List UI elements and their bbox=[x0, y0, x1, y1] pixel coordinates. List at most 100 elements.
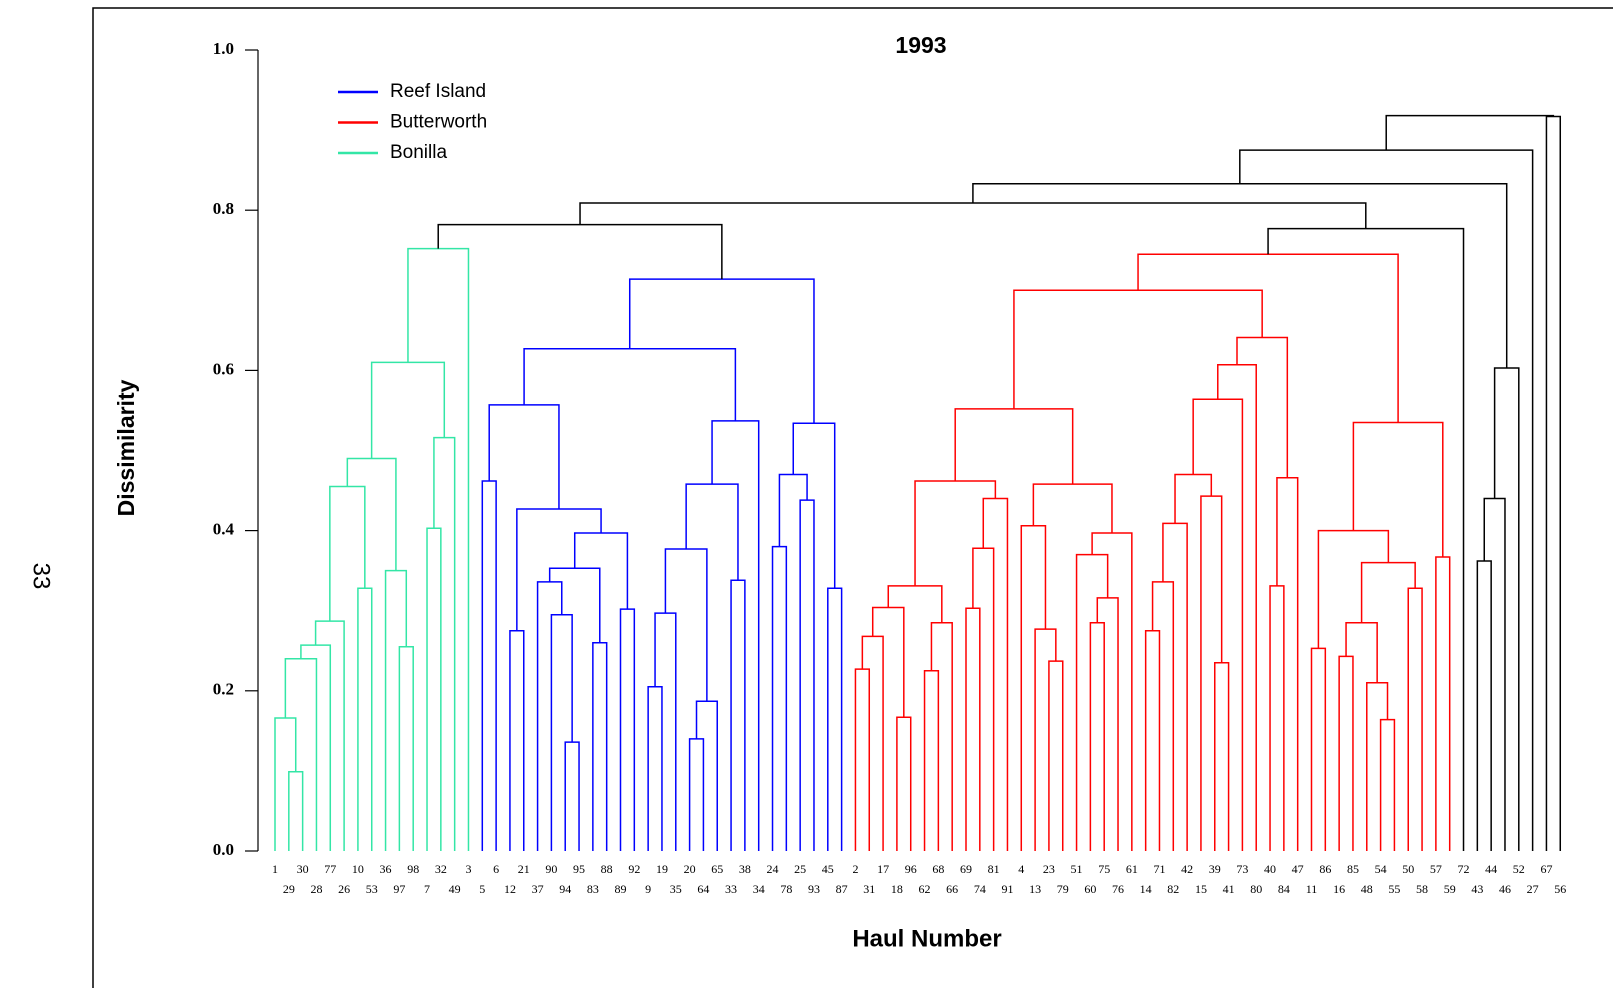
leaf-label: 56 bbox=[1554, 882, 1566, 896]
leaf-label: 64 bbox=[697, 882, 709, 896]
leaf-label: 23 bbox=[1043, 862, 1055, 876]
dendrogram-link bbox=[1089, 621, 1105, 851]
leaf-label: 66 bbox=[946, 882, 958, 896]
dendrogram-link bbox=[628, 278, 815, 424]
dendrogram-link bbox=[1048, 660, 1064, 851]
leaf-label: 45 bbox=[822, 862, 834, 876]
dendrogram-link bbox=[1385, 114, 1555, 151]
dendrogram-link bbox=[1236, 336, 1289, 478]
dendrogram-link bbox=[1214, 662, 1230, 851]
dendrogram-link bbox=[564, 741, 580, 851]
dendrogram-link bbox=[1338, 655, 1354, 851]
leaf-label: 60 bbox=[1084, 882, 1096, 896]
dendrogram-link bbox=[1151, 581, 1175, 851]
leaf-label: 92 bbox=[628, 862, 640, 876]
dendrogram-link bbox=[1217, 364, 1257, 851]
dendrogram-link bbox=[1091, 532, 1133, 851]
dendrogram-link bbox=[1034, 628, 1057, 851]
dendrogram-link bbox=[398, 645, 414, 851]
legend-label: Bonilla bbox=[390, 142, 447, 163]
leaf-label: 82 bbox=[1167, 882, 1179, 896]
dendrogram-link bbox=[1200, 495, 1223, 851]
x-axis-title: Haul Number bbox=[852, 925, 1001, 952]
leaf-label: 83 bbox=[587, 882, 599, 896]
dendrogram-link bbox=[384, 569, 408, 851]
leaf-label: 81 bbox=[988, 862, 1000, 876]
legend-label: Butterworth bbox=[390, 112, 487, 133]
y-tick-label: 0.8 bbox=[213, 199, 234, 218]
leaf-label: 5 bbox=[479, 882, 485, 896]
dendrogram-link bbox=[799, 499, 815, 851]
dendrogram-link bbox=[771, 545, 788, 851]
dendrogram-link bbox=[778, 473, 808, 547]
dendrogram-link bbox=[954, 408, 1074, 485]
leaf-label: 30 bbox=[297, 862, 309, 876]
dendrogram-link bbox=[685, 483, 739, 581]
dendrogram-link bbox=[1310, 647, 1327, 851]
dendrogram-link bbox=[1360, 561, 1416, 623]
dendrogram-link bbox=[982, 497, 1009, 851]
leaf-label: 80 bbox=[1250, 882, 1262, 896]
leaf-label: 75 bbox=[1098, 862, 1110, 876]
leaf-label: 35 bbox=[670, 882, 682, 896]
leaf-label: 74 bbox=[974, 882, 986, 896]
leaf-label: 65 bbox=[711, 862, 723, 876]
leaf-label: 89 bbox=[615, 882, 627, 896]
dendrogram-link bbox=[1162, 522, 1188, 851]
dendrogram-link bbox=[854, 668, 871, 851]
dendrogram-link bbox=[1096, 597, 1119, 851]
dendrogram-link bbox=[688, 738, 705, 851]
leaf-label: 6 bbox=[493, 862, 499, 876]
leaf-label: 44 bbox=[1485, 862, 1497, 876]
dendrogram-link bbox=[972, 183, 1508, 368]
dendrogram-link bbox=[1407, 587, 1423, 851]
leaf-label: 3 bbox=[465, 862, 471, 876]
leaf-label: 46 bbox=[1499, 882, 1511, 896]
leaf-label: 28 bbox=[310, 882, 322, 896]
leaf-label: 94 bbox=[559, 882, 571, 896]
leaf-label: 10 bbox=[352, 862, 364, 876]
leaf-label: 18 bbox=[891, 882, 903, 896]
leaf-label: 88 bbox=[601, 862, 613, 876]
dendrogram-link bbox=[965, 607, 981, 851]
y-tick-label: 0.0 bbox=[213, 840, 234, 859]
dendrogram-link bbox=[523, 348, 737, 421]
leaf-label: 31 bbox=[863, 882, 875, 896]
leaf-label: 41 bbox=[1223, 882, 1235, 896]
leaf-label: 12 bbox=[504, 882, 516, 896]
dendrogram-link bbox=[274, 717, 297, 851]
leaf-label: 29 bbox=[283, 882, 295, 896]
leaf-label: 1 bbox=[272, 862, 278, 876]
leaf-label: 95 bbox=[573, 862, 585, 876]
dendrogram-link bbox=[488, 404, 560, 509]
dendrogram-link bbox=[887, 585, 943, 623]
leaf-label: 24 bbox=[767, 862, 779, 876]
dendrogram-link bbox=[426, 527, 442, 851]
leaf-label: 15 bbox=[1195, 882, 1207, 896]
leaf-label: 73 bbox=[1236, 862, 1248, 876]
dendrogram-link bbox=[730, 579, 746, 851]
leaf-label: 7 bbox=[424, 882, 430, 896]
dendrogram-link bbox=[930, 621, 953, 851]
leaf-label: 33 bbox=[725, 882, 737, 896]
dendrogram-link bbox=[664, 548, 708, 702]
leaf-label: 16 bbox=[1333, 882, 1345, 896]
dendrogram-link bbox=[1483, 497, 1506, 851]
dendrogram-link bbox=[550, 613, 573, 851]
dendrogram-link bbox=[329, 485, 366, 622]
dendrogram-link bbox=[481, 480, 497, 851]
y-tick-label: 1.0 bbox=[213, 39, 234, 58]
dendrogram-link bbox=[1020, 525, 1047, 851]
dendrogram-link bbox=[357, 587, 373, 851]
leaf-label: 40 bbox=[1264, 862, 1276, 876]
leaf-label: 47 bbox=[1292, 862, 1304, 876]
leaf-label: 36 bbox=[380, 862, 392, 876]
dendrogram-link bbox=[1075, 553, 1109, 851]
dendrogram-link bbox=[433, 436, 456, 851]
y-tick-label: 0.4 bbox=[213, 520, 235, 539]
frame bbox=[92, 7, 1613, 988]
leaf-label: 27 bbox=[1527, 882, 1539, 896]
dendrogram-link bbox=[516, 508, 602, 631]
leaf-label: 4 bbox=[1018, 862, 1024, 876]
